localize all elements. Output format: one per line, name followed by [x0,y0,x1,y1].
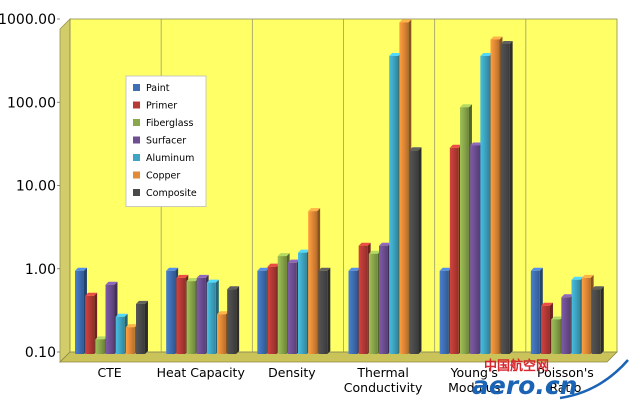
legend-swatch-primer [133,101,140,109]
bar-composite-5 [591,286,604,354]
watermark-domain: aero.cn [472,371,577,400]
legend-box [125,75,207,207]
x-tick-label: Poisson's [537,365,594,380]
x-tick-label: Modulus [448,380,500,395]
legend-swatch-composite [133,189,140,196]
legend-swatch-surfacer [133,136,140,144]
legend-label-copper: Copper [146,171,180,182]
legend-swatch-copper [133,171,140,179]
legend-label-aluminum: Aluminum [146,153,194,164]
legend-label-fiberglass: Fiberglass [146,118,193,129]
plot-side-wall [59,18,71,363]
y-tick-label: 0.10 [25,345,56,361]
y-tick-label: 10.00 [16,179,56,195]
y-tick-label: 1000.00 [0,12,56,28]
x-tick-label: Heat Capacity [157,365,246,380]
x-tick-label: Young's [450,365,498,380]
legend-label-primer: Primer [146,101,177,112]
bar-composite-2 [318,267,331,354]
x-tick-label: Ratio [549,380,581,395]
legend-swatch-fiberglass [133,119,140,126]
legend-label-composite: Composite [146,188,197,199]
legend-label-paint: Paint [146,83,170,94]
bar-composite-4 [500,40,513,354]
y-tick-label: 100.00 [7,95,56,111]
x-tick-label: Thermal [356,365,408,380]
x-tick-label: Conductivity [344,380,423,395]
x-tick-label: Density [268,365,316,380]
plot-border [69,18,618,353]
watermark-swoosh [559,359,629,400]
legend-swatch-paint [133,84,140,91]
legend-swatch-aluminum [133,154,140,161]
watermark-chinese: 中国航空网 [484,358,549,374]
bar-composite-3 [409,147,422,354]
x-tick-label: CTE [97,365,121,380]
bar-composite-0 [136,300,148,354]
y-tick-label: 1.00 [25,262,56,278]
legend: Paint Primer Fiberglass Surfacer Aluminum Cop… [125,75,207,207]
legend-label-surfacer: Surfacer [146,136,186,147]
bar-composite-1 [227,286,240,354]
